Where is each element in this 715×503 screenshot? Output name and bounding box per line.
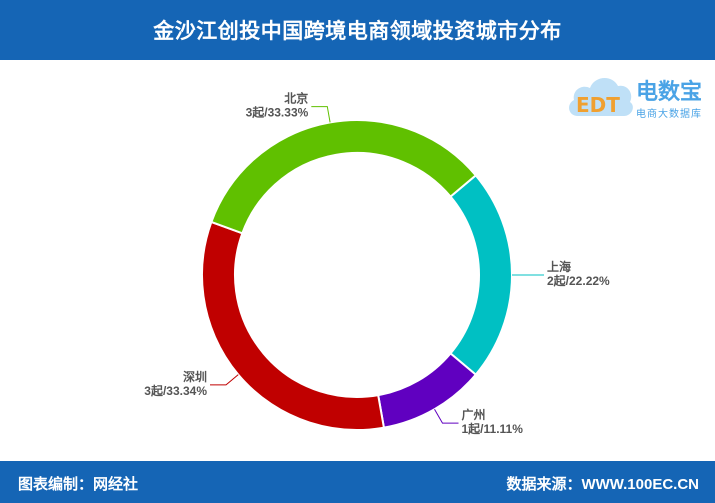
- footer-credit: 图表编制：网经社: [18, 476, 139, 493]
- title-bar: 金沙江创投中国跨境电商领域投资城市分布: [0, 0, 715, 60]
- slice-0: [449, 173, 513, 377]
- leader-line-3: [311, 106, 331, 123]
- footer-source: 数据来源：WWW.100EC.CN: [506, 476, 699, 493]
- logo-edt-text: EDT: [576, 93, 620, 117]
- slices: [201, 119, 513, 431]
- logo-brand: 电数宝: [636, 80, 703, 105]
- leader-lines: [210, 106, 544, 424]
- footer-bar: 图表编制：网经社 数据来源：WWW.100EC.CN: [0, 461, 715, 503]
- leader-line-1: [434, 408, 459, 424]
- logo: EDT 电数宝 电商大数据库: [566, 64, 712, 126]
- logo-subtitle: 电商大数据库: [636, 109, 702, 120]
- slice-value-label-2: 3起/33.34%: [144, 383, 207, 398]
- slice-2: [201, 220, 386, 431]
- slice-3: [210, 119, 478, 235]
- slice-name-1: 广州: [462, 407, 486, 422]
- slice-value-label-0: 2起/22.22%: [547, 273, 610, 288]
- slice-value-label-3: 3起/33.33%: [246, 105, 309, 120]
- page-title: 金沙江创投中国跨境电商领域投资城市分布: [153, 20, 562, 43]
- slice-name-2: 深圳: [183, 369, 207, 384]
- slice-name-0: 上海: [547, 259, 571, 274]
- cloud-edt-logo-icon: EDT: [569, 77, 633, 117]
- slice-name-3: 北京: [284, 91, 308, 106]
- slice-value-label-1: 1起/11.11%: [462, 421, 524, 436]
- leader-line-2: [210, 374, 239, 386]
